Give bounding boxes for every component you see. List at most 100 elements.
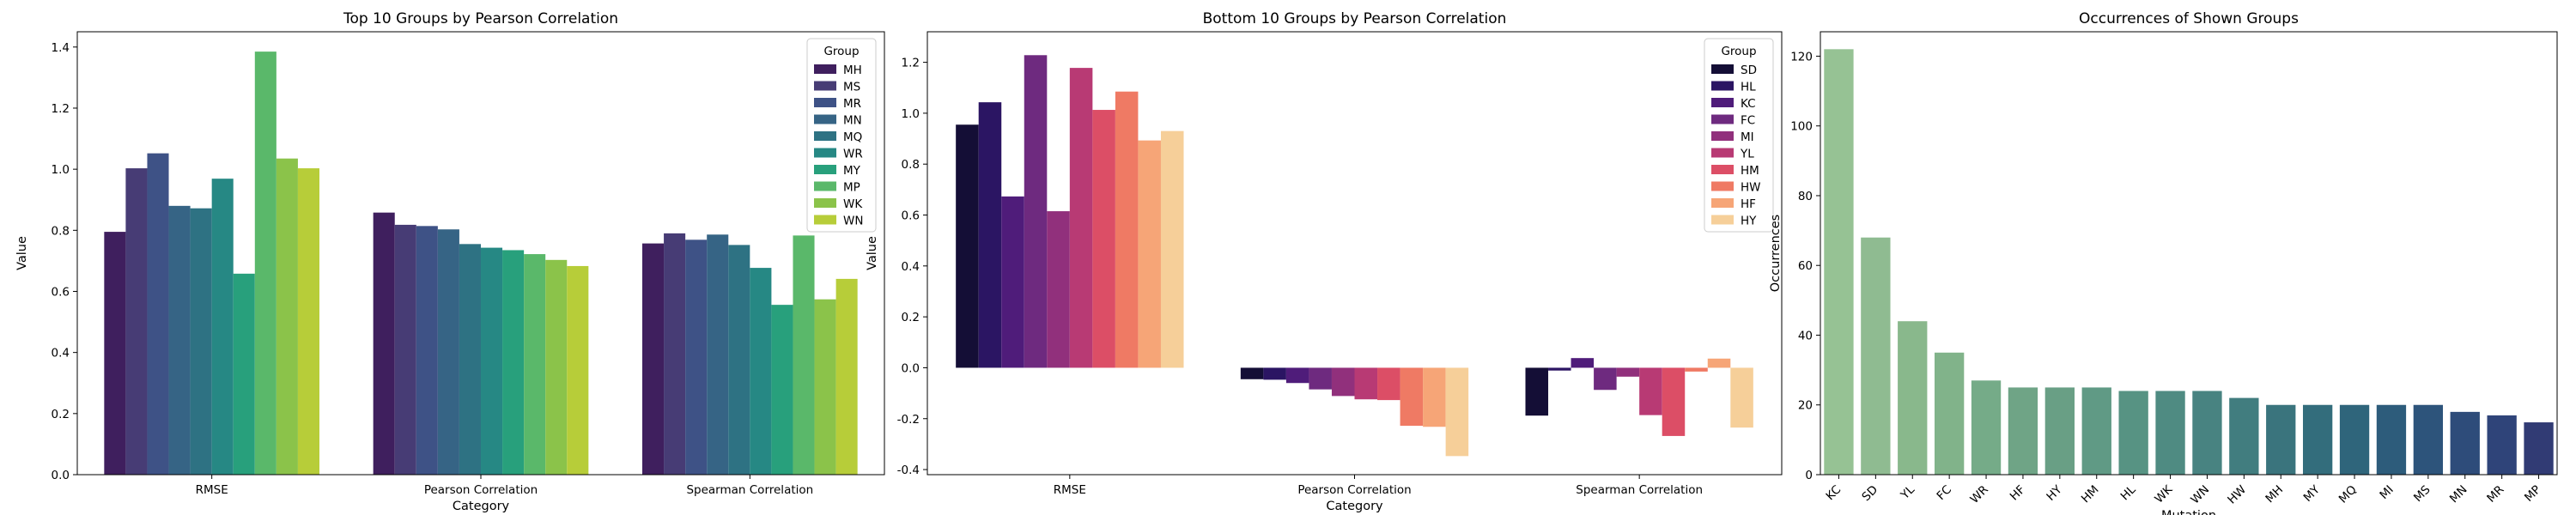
y-tick-label: 0.2 (902, 311, 920, 324)
legend-label: HY (1741, 215, 1757, 228)
chart-title: Occurrences of Shown Groups (2079, 10, 2299, 27)
y-tick-label: 120 (1790, 50, 1813, 64)
legend-swatch (1711, 198, 1734, 208)
x-tick-label: HY (2044, 482, 2065, 504)
legend-label: KC (1741, 97, 1756, 111)
x-tick-label: MI (2377, 483, 2396, 502)
bar (750, 268, 772, 475)
legend-label: WR (843, 148, 863, 161)
bar (2487, 415, 2517, 475)
bar (2229, 397, 2259, 475)
legend-label: HF (1741, 197, 1756, 211)
plot-frame-0 (76, 31, 885, 476)
bar (707, 234, 729, 475)
bar (1138, 140, 1161, 368)
legend-swatch (814, 81, 836, 91)
chart-panel-2: RMSE Pearson Correlation Spearman Correlat… (866, 10, 1783, 513)
legend-swatch (1711, 81, 1734, 91)
bar (1423, 367, 1446, 427)
bar (1525, 367, 1549, 416)
legend-swatch (814, 181, 836, 191)
legend-label: MQ (843, 130, 862, 144)
x-tick-label: KC (1824, 483, 1844, 504)
bar (1971, 380, 2002, 475)
bar (481, 247, 503, 475)
y-tick-label: 0.6 (52, 285, 70, 299)
bar (276, 158, 298, 476)
bar (459, 244, 481, 475)
bar (394, 224, 416, 475)
y-axis-label: Value (15, 236, 29, 270)
legend-title: Group (1721, 45, 1756, 58)
chart-panel-3: KC SD YL FC WR HF HY HM HL WK WN HW MH MY MQ MI MS MN MR MP… (1769, 10, 2558, 515)
y-tick-label: -0.2 (897, 413, 920, 427)
legend-swatch (1711, 181, 1734, 191)
bar (956, 124, 979, 368)
y-tick-label: 1.0 (902, 107, 920, 121)
x-tick-label: MH (2263, 483, 2286, 506)
bar (814, 299, 836, 475)
y-tick-label: 0.6 (902, 209, 920, 223)
y-tick-label: 0.2 (52, 408, 70, 421)
bar (835, 278, 858, 475)
x-tick-label: SD (1859, 483, 1880, 505)
legend-label: SD (1741, 64, 1757, 77)
y-tick-label: 40 (1798, 329, 1813, 342)
legend-label: MN (843, 114, 862, 128)
y-tick-label: 20 (1798, 399, 1813, 413)
legend-label: MY (843, 164, 861, 178)
x-tick-label: YL (1898, 482, 1918, 503)
legend-swatch (1711, 114, 1734, 124)
bar (1861, 237, 1891, 475)
y-tick-label: 60 (1798, 259, 1813, 273)
y-tick-label: 1.2 (902, 57, 920, 70)
legend-swatch (1711, 131, 1734, 141)
legend-swatch (1711, 148, 1734, 158)
bar (2450, 411, 2480, 475)
bar (642, 243, 665, 475)
x-axis-label: Mutation (2161, 509, 2216, 515)
bar (2413, 404, 2444, 475)
bar (2302, 404, 2333, 475)
bar (2376, 404, 2407, 475)
bar (416, 226, 438, 475)
bar (502, 250, 525, 475)
bar (1594, 367, 1617, 391)
bar (1069, 68, 1093, 368)
legend-label: HL (1741, 81, 1756, 94)
bar (1001, 196, 1024, 368)
y-tick-label: 1.2 (52, 102, 70, 116)
bar (2339, 404, 2370, 475)
bar (2192, 391, 2222, 475)
x-tick-label: MR (2484, 483, 2506, 506)
y-tick-label: 1.0 (52, 163, 70, 177)
y-tick-label: 0.4 (902, 260, 920, 274)
legend-swatch (814, 64, 836, 74)
bar (524, 254, 546, 475)
bar (1047, 211, 1070, 368)
bar (1616, 367, 1640, 377)
y-tick-label: 0.4 (52, 347, 70, 360)
bar (2081, 387, 2111, 475)
bar (2008, 387, 2038, 475)
x-tick-label: HM (2079, 483, 2102, 506)
x-tick-label: Pearson Correlation (424, 483, 538, 497)
plot-frame-1 (927, 31, 1783, 476)
x-tick-label: MP (2522, 483, 2543, 505)
legend-swatch (814, 98, 836, 107)
bar (1092, 110, 1115, 368)
bar (1730, 367, 1753, 428)
x-tick-label: WR (1967, 483, 1990, 506)
legend-swatch (814, 114, 836, 124)
bar (1934, 352, 1965, 475)
legend-label: MS (843, 81, 860, 94)
bar (2044, 387, 2075, 475)
y-axis-label: Occurrences (1769, 215, 1783, 292)
legend: Group SD HL KC FC MI YL HM HW HF HY (1704, 38, 1774, 233)
bar (125, 168, 148, 475)
bar (1548, 367, 1571, 371)
bar (664, 233, 686, 475)
legend-swatch (814, 215, 836, 225)
chart-title: Bottom 10 Groups by Pearson Correlation (1203, 10, 1507, 27)
bar (211, 179, 234, 475)
